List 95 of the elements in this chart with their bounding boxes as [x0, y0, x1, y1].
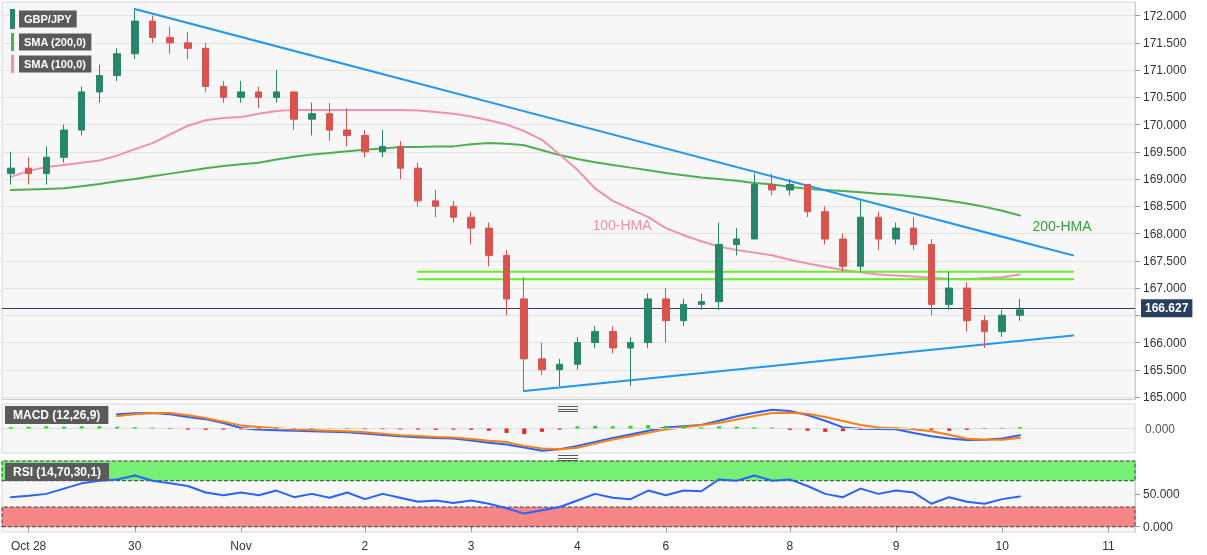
x-tick-label: 2 — [361, 539, 369, 553]
candlestick — [450, 200, 457, 224]
y-tick-label: 170.500 — [1143, 90, 1187, 105]
x-tick-label: 4 — [574, 539, 582, 553]
y-tick-label: 166.000 — [1143, 335, 1187, 350]
candlestick — [343, 107, 351, 147]
candlestick — [96, 64, 103, 104]
candlestick — [662, 287, 670, 344]
candlestick — [290, 91, 298, 131]
candlestick — [414, 162, 422, 207]
x-tick-label: 3 — [467, 539, 475, 553]
candlestick — [467, 211, 475, 245]
chart-title: MACD (12,26,9) — [13, 408, 101, 422]
candlestick — [804, 184, 811, 218]
candlestick — [273, 69, 280, 104]
candlestick — [149, 15, 156, 44]
y-tick-label: 0.000 — [1143, 519, 1174, 534]
candlestick — [591, 325, 599, 349]
candlestick — [184, 31, 192, 60]
candlestick — [751, 173, 758, 240]
y-tick-label: 165.000 — [1143, 390, 1187, 404]
candlestick — [361, 129, 369, 158]
candlestick — [680, 298, 687, 327]
candlestick — [715, 222, 723, 311]
candlestick — [520, 276, 528, 393]
annotation: 200-HMA — [1032, 218, 1093, 234]
candlestick — [609, 325, 617, 354]
y-tick-label: 170.000 — [1143, 117, 1187, 132]
y-tick-label: 168.000 — [1143, 226, 1187, 241]
candlestick — [556, 358, 563, 387]
y-tick-label: 172.000 — [1143, 8, 1187, 23]
y-tick-label: 50.000 — [1143, 486, 1181, 501]
candlestick — [220, 80, 227, 104]
line-series — [9, 108, 1021, 281]
y-tick-label: 168.500 — [1143, 199, 1187, 214]
candlestick — [892, 222, 900, 245]
candlestick — [432, 189, 439, 218]
candlestick — [43, 145, 50, 186]
candlestick — [768, 173, 776, 196]
candlestick — [998, 309, 1006, 338]
candlestick — [574, 336, 581, 371]
line-series — [9, 142, 1021, 217]
candlestick — [627, 336, 634, 387]
y-tick-label: 171.500 — [1143, 35, 1187, 50]
candlestick — [78, 85, 85, 136]
candlestick — [910, 216, 917, 251]
annotation: 100-HMA — [592, 217, 653, 233]
candlestick — [733, 227, 740, 256]
candlestick — [397, 140, 404, 180]
candlestick — [981, 314, 988, 349]
candlestick — [166, 26, 174, 55]
candlestick — [255, 85, 262, 109]
candlestick — [237, 80, 245, 104]
x-tick-label: 9 — [892, 539, 900, 553]
candlestick — [7, 151, 15, 186]
x-tick-label: 30 — [128, 539, 142, 553]
candlestick — [60, 124, 68, 164]
legend-label: SMA (100,0) — [24, 58, 87, 70]
legend-label: SMA (200,0) — [24, 36, 87, 48]
y-tick-label: 169.500 — [1143, 144, 1187, 159]
x-tick-label: 6 — [662, 539, 670, 553]
candlestick — [945, 271, 953, 311]
x-tick-label: Nov — [230, 539, 252, 553]
candlestick — [538, 342, 546, 376]
candlestick — [786, 178, 794, 196]
candlestick — [379, 129, 386, 158]
ref-line-label: 166.627 — [1145, 301, 1189, 316]
x-tick-label: Oct 28 — [10, 539, 47, 553]
y-tick-label: 165.500 — [1143, 362, 1187, 377]
candlestick — [821, 205, 829, 245]
candlestick — [308, 102, 316, 136]
y-tick-label: 171.000 — [1143, 63, 1187, 78]
x-tick-label: 11 — [1102, 539, 1115, 553]
legend-label: GBP/JPY — [24, 13, 73, 25]
x-tick-label: 8 — [786, 539, 794, 553]
candlestick — [503, 249, 510, 316]
candlestick — [1016, 298, 1024, 322]
candlestick — [875, 211, 882, 251]
candlestick — [698, 292, 705, 311]
candlestick — [857, 200, 864, 273]
y-tick-label: 169.000 — [1143, 172, 1187, 187]
candlestick — [25, 156, 32, 186]
candlestick — [963, 282, 971, 333]
candlestick — [839, 233, 847, 273]
y-tick-label: 167.500 — [1143, 253, 1187, 268]
candlestick — [644, 292, 652, 349]
candlestick — [485, 222, 493, 267]
candlestick — [928, 238, 935, 316]
candlestick — [326, 102, 333, 142]
candlestick — [113, 47, 121, 82]
chart-title: RSI (14,70,30,1) — [13, 465, 102, 479]
candlestick — [202, 42, 209, 93]
candlestick — [131, 9, 139, 60]
x-tick-label: 10 — [995, 539, 1010, 553]
y-tick-label: 167.000 — [1143, 281, 1187, 296]
